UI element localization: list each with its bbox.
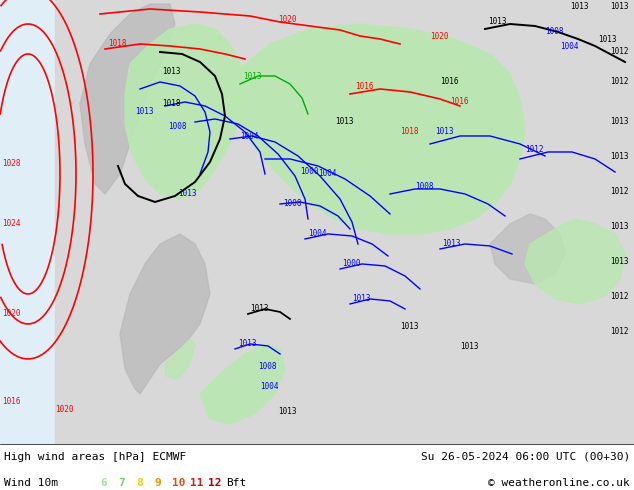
Text: 1008: 1008 — [283, 199, 302, 208]
Text: 1013: 1013 — [442, 239, 460, 248]
Text: 1013: 1013 — [243, 72, 261, 81]
Text: 8: 8 — [136, 478, 143, 488]
Text: 1013: 1013 — [488, 17, 507, 26]
Polygon shape — [125, 24, 245, 199]
Text: 1013: 1013 — [352, 294, 370, 303]
Text: 1020: 1020 — [2, 309, 20, 318]
Text: 1016: 1016 — [440, 77, 458, 86]
Text: 1013: 1013 — [335, 117, 354, 126]
Text: 1012: 1012 — [610, 187, 628, 196]
Text: 1004: 1004 — [560, 42, 578, 51]
Text: 1012: 1012 — [610, 77, 628, 86]
Text: © weatheronline.co.uk: © weatheronline.co.uk — [488, 478, 630, 488]
Text: Su 26-05-2024 06:00 UTC (00+30): Su 26-05-2024 06:00 UTC (00+30) — [421, 452, 630, 462]
Polygon shape — [220, 24, 525, 234]
Text: 1004: 1004 — [240, 132, 259, 141]
Text: 6: 6 — [100, 478, 107, 488]
Text: 1013: 1013 — [610, 257, 628, 266]
Polygon shape — [0, 0, 115, 444]
Text: 12: 12 — [208, 478, 221, 488]
Text: 1008: 1008 — [415, 182, 434, 191]
Text: 1004: 1004 — [308, 229, 327, 238]
Text: 1012: 1012 — [525, 145, 543, 154]
Text: 1024: 1024 — [2, 219, 20, 228]
Text: 10: 10 — [172, 478, 186, 488]
Polygon shape — [55, 0, 634, 444]
Polygon shape — [165, 339, 195, 379]
Text: 1004: 1004 — [318, 169, 337, 178]
Text: 1008: 1008 — [168, 122, 186, 131]
Text: 1000: 1000 — [342, 259, 361, 268]
Text: 1013: 1013 — [570, 2, 588, 11]
Text: 1013: 1013 — [610, 152, 628, 161]
Text: 1018: 1018 — [108, 39, 127, 48]
Text: 1013: 1013 — [178, 189, 197, 198]
Text: 9: 9 — [154, 478, 161, 488]
Text: 1013: 1013 — [610, 117, 628, 126]
Text: Bft: Bft — [226, 478, 246, 488]
Polygon shape — [200, 344, 285, 424]
Text: 1018: 1018 — [162, 99, 181, 108]
Text: 1000: 1000 — [300, 167, 318, 176]
Text: High wind areas [hPa] ECMWF: High wind areas [hPa] ECMWF — [4, 452, 186, 462]
Text: 1020: 1020 — [278, 15, 297, 24]
Text: 1018: 1018 — [400, 127, 418, 136]
Text: 1012: 1012 — [610, 327, 628, 336]
Text: 1013: 1013 — [238, 339, 257, 348]
Text: 1020: 1020 — [430, 32, 448, 41]
Text: 1004: 1004 — [260, 382, 278, 391]
Text: 7: 7 — [118, 478, 125, 488]
Text: 1008: 1008 — [545, 27, 564, 36]
Text: 1013: 1013 — [435, 127, 453, 136]
Text: 1012: 1012 — [610, 292, 628, 301]
Polygon shape — [120, 234, 210, 394]
Text: 1016: 1016 — [450, 97, 469, 106]
Text: 1012: 1012 — [610, 47, 628, 56]
Text: 1013: 1013 — [610, 2, 628, 11]
Text: 1016: 1016 — [2, 397, 20, 406]
Text: 1016: 1016 — [355, 82, 373, 91]
Polygon shape — [490, 214, 565, 284]
Text: 11: 11 — [190, 478, 204, 488]
Text: 1013: 1013 — [135, 107, 153, 116]
Text: 1013: 1013 — [598, 35, 616, 44]
Polygon shape — [525, 219, 625, 304]
Text: 1013: 1013 — [400, 322, 418, 331]
Text: 1020: 1020 — [55, 405, 74, 414]
Text: 1013: 1013 — [278, 407, 297, 416]
Text: 1013: 1013 — [460, 342, 479, 351]
Text: 1013: 1013 — [610, 222, 628, 231]
Text: 1013: 1013 — [250, 304, 269, 313]
Bar — [0, 0, 55, 444]
Polygon shape — [80, 4, 175, 194]
Text: 1028: 1028 — [2, 159, 20, 168]
Text: Wind 10m: Wind 10m — [4, 478, 58, 488]
Text: 1008: 1008 — [258, 362, 276, 371]
Text: 1013: 1013 — [162, 67, 181, 76]
